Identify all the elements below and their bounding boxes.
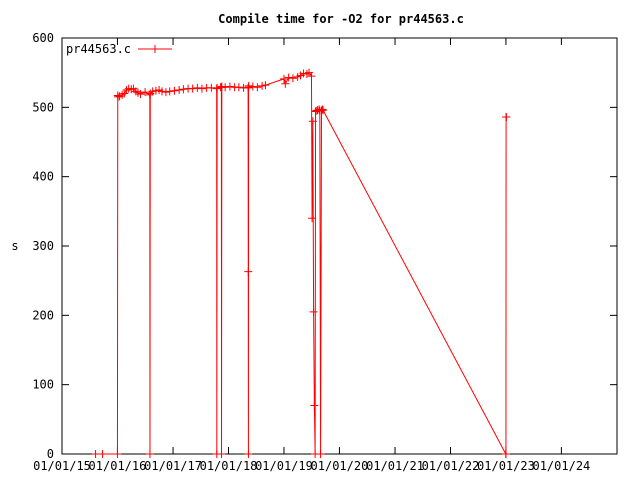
data-point xyxy=(113,450,122,458)
y-tick-label: 300 xyxy=(32,239,54,253)
data-point xyxy=(127,85,136,94)
data-point xyxy=(311,107,320,116)
data-point xyxy=(244,81,253,90)
y-tick-label: 0 xyxy=(47,447,54,461)
x-tick-label: 01/01/21 xyxy=(366,459,424,473)
x-tick-label: 01/01/24 xyxy=(532,459,590,473)
x-axis-ticks: 01/01/1501/01/1601/01/1701/01/1801/01/19… xyxy=(33,38,590,473)
data-point xyxy=(502,113,511,122)
data-point xyxy=(165,87,174,96)
data-point xyxy=(188,84,197,93)
data-point xyxy=(284,73,293,82)
data-point xyxy=(213,83,222,92)
data-point xyxy=(316,450,325,458)
y-tick-label: 100 xyxy=(32,378,54,392)
data-point xyxy=(98,450,107,458)
data-point xyxy=(197,84,206,93)
data-point xyxy=(248,82,257,91)
data-point xyxy=(244,450,253,458)
y-axis-label: s xyxy=(11,239,18,253)
x-tick-label: 01/01/18 xyxy=(200,459,258,473)
x-tick-label: 01/01/17 xyxy=(144,459,202,473)
data-point xyxy=(145,450,154,458)
data-point xyxy=(288,74,297,83)
data-point xyxy=(501,450,510,458)
data-point xyxy=(141,88,150,97)
y-tick-label: 400 xyxy=(32,170,54,184)
data-point xyxy=(157,87,166,96)
data-point xyxy=(161,88,170,97)
data-point xyxy=(317,106,326,115)
x-tick-label: 01/01/16 xyxy=(89,459,147,473)
series-layer xyxy=(91,68,511,458)
data-point xyxy=(118,90,127,99)
data-point xyxy=(234,83,243,92)
data-point xyxy=(319,106,328,115)
y-axis-ticks: 0 100 200 300 400 500 600 xyxy=(32,31,617,461)
chart-title: Compile time for -O2 for pr44563.c xyxy=(218,12,464,26)
data-point xyxy=(179,85,188,94)
x-tick-label: 01/01/23 xyxy=(477,459,535,473)
data-point xyxy=(193,83,202,92)
data-point xyxy=(221,83,230,92)
x-tick-label: 01/01/20 xyxy=(311,459,369,473)
data-point xyxy=(170,86,179,95)
data-point xyxy=(307,72,316,81)
data-point xyxy=(309,307,318,316)
data-point xyxy=(258,81,267,90)
data-point xyxy=(308,214,317,223)
data-point xyxy=(318,105,327,114)
data-point xyxy=(217,450,226,458)
data-point xyxy=(244,267,253,276)
data-point xyxy=(136,90,145,99)
data-point xyxy=(217,82,226,91)
data-point xyxy=(122,86,131,94)
data-point xyxy=(253,83,262,92)
y-tick-label: 200 xyxy=(32,308,54,322)
data-point xyxy=(114,92,123,101)
y-tick-label: 600 xyxy=(32,31,54,45)
x-tick-label: 01/01/19 xyxy=(255,459,313,473)
legend-label: pr44563.c xyxy=(66,42,131,56)
data-point xyxy=(131,87,140,96)
data-point xyxy=(91,450,100,458)
y-tick-label: 500 xyxy=(32,100,54,114)
data-point xyxy=(281,79,290,88)
x-tick-label: 01/01/15 xyxy=(33,459,91,473)
data-point xyxy=(151,86,160,95)
x-tick-label: 01/01/22 xyxy=(422,459,480,473)
legend-marker xyxy=(151,45,159,53)
data-point xyxy=(302,70,311,79)
data-point xyxy=(310,401,319,410)
data-point xyxy=(225,82,234,91)
data-point xyxy=(279,74,288,83)
data-point xyxy=(261,81,270,90)
data-point xyxy=(299,69,308,78)
data-point xyxy=(308,117,317,126)
legend: pr44563.c xyxy=(66,42,172,56)
data-point xyxy=(148,87,157,96)
data-point xyxy=(175,86,184,94)
